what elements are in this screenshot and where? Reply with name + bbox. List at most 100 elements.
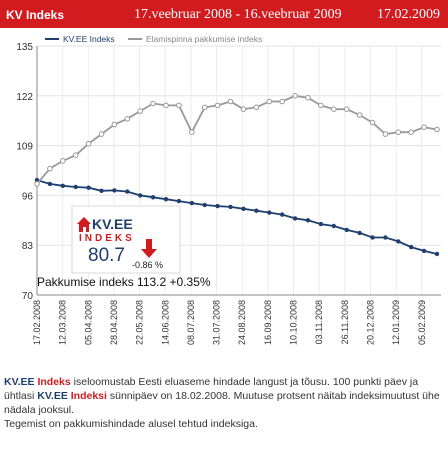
y-tick-label: 122 [16,92,33,103]
series-2-point [60,158,66,164]
series-2-point [408,129,415,135]
x-tick-label: 03.11.2008 [314,300,324,344]
series-1-point [60,183,65,188]
line-chart: 70 83 96 109 122 135 17.02.2008 12.03.2008 05.0… [0,28,448,370]
description: KV.EE Indeks iseloomustab Eesti eluaseme… [4,375,444,431]
y-tick-labels: 70 83 96 109 122 135 [16,42,33,302]
series-1-point [421,248,427,254]
series-2-point [305,94,311,101]
series-1-point [228,204,233,210]
x-tick-label: 14.06.2008 [160,300,170,345]
x-tick-label: 08.07.2008 [186,300,196,345]
series-2-point [356,112,363,118]
series-1-point [73,184,78,190]
indicator-change: -0.86 % [132,260,163,270]
brand-indeks: Indeks [37,376,71,388]
series-1-point [125,189,130,194]
series-1-point [215,203,220,209]
series-2-point [227,98,234,105]
series-2-point [292,93,298,99]
series-2-point [201,104,208,111]
series-1-point [318,221,324,227]
x-tick-label: 17.02.2008 [32,300,42,345]
series-1-point [202,202,207,208]
y-tick-label: 70 [22,291,34,302]
x-tick-label: 22.05.2008 [135,300,145,345]
x-tick-label: 20.12.2008 [365,300,375,345]
series-2-point [189,129,195,135]
series-2-point [240,106,247,112]
description-text-a: iseloomustab Eesti eluaseme hindade lang… [4,376,419,402]
series-2-point [279,98,286,105]
brand-kv-2: KV.EE [37,390,68,402]
chart-axes [36,46,441,296]
series-1-point [357,230,362,236]
x-tick-label: 12.03.2008 [58,300,68,345]
series-2-point [434,126,440,133]
series-1-point [280,212,285,217]
series-2-point [343,106,350,112]
series-1-point [370,235,375,240]
series-1-point [112,188,117,193]
series-2-point [150,100,156,107]
indicator-value: 80.7 [88,245,125,266]
chart-legend: KV.EE Indeks Elamispinna pakkumise indeks [45,34,262,44]
indicator-logo-top: KV.EE [92,216,133,232]
series-2-point [124,116,131,122]
series-1-point [292,216,298,221]
series-1-point [138,193,143,198]
y-tick-label: 135 [16,42,33,53]
x-tick-label: 26.11.2008 [340,300,350,344]
description-paragraph-1: KV.EE Indeks iseloomustab Eesti eluaseme… [4,375,444,417]
y-tick-label: 96 [22,191,34,202]
series-1-point [99,188,104,193]
chart-series [34,93,440,257]
header-bar: KV Indeks 17.veebruar 2008 - 16.veebruar… [0,0,448,28]
series-1-point [86,185,91,190]
series-1-point [254,208,259,213]
series-1-point [396,239,401,244]
series-1-point [47,181,53,187]
chart-grid [37,45,441,295]
series-2-point [382,131,389,137]
x-tick-label: 16.09.2008 [263,300,273,345]
chart-background [0,28,448,370]
x-tick-label: 31.07.2008 [212,300,222,345]
house-logo-icon [77,217,91,232]
series-1-point [241,206,246,211]
series-2-point [253,104,260,111]
x-tick-label: 10.10.2008 [289,300,299,345]
series-1-point [434,251,440,257]
series-2-point [421,124,427,130]
series-2-point [72,152,79,158]
series-1-point [189,200,194,206]
indicator-logo-bottom: INDEKS [79,233,135,244]
series-2-point [214,102,221,109]
series-1-point [409,244,414,250]
series-2-point [318,102,324,109]
description-text-b: sünnipäev on 18.02.2008. Muutuse protsen… [4,390,440,416]
y-tick-label: 109 [16,142,33,153]
brand-kv: KV.EE [4,376,35,388]
x-tick-label: 28.04.2008 [109,300,119,345]
series-2-point [369,119,376,126]
series-1-point [150,195,156,200]
series-2-point [47,165,53,172]
series-1-point [331,223,336,229]
series-2-point [331,106,337,112]
header-date-range: 17.veebruar 2008 - 16.veebruar 2009 [134,7,342,22]
series-1-point [305,218,311,223]
legend-label: Elamispinna pakkumise indeks [146,34,262,44]
series-1-point [383,235,388,240]
down-arrow-icon [141,239,157,258]
legend-label: KV.EE Indeks [63,34,115,44]
series-2-point [111,121,118,128]
x-tick-label: 12.01.2009 [391,300,401,345]
series-2-point [34,181,40,187]
series-2-point [163,102,169,109]
supply-index-summary: Pakkumise indeks 113.2 +0.35% [37,275,211,289]
indicator-frame [71,205,181,274]
x-tick-label: 24.08.2008 [237,300,247,345]
series-1-point [176,198,182,204]
header-current-date: 17.02.2009 [377,7,440,22]
